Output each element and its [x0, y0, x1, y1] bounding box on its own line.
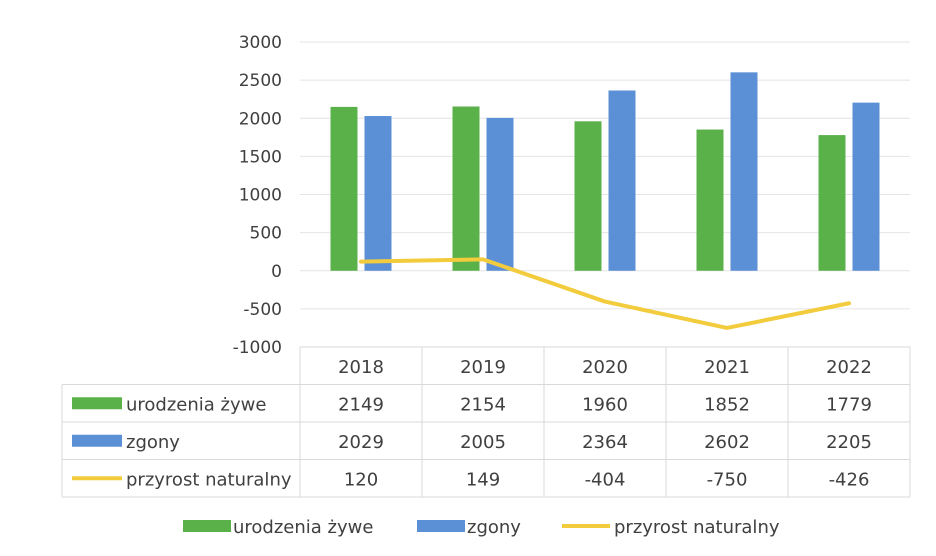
line-point: [725, 326, 729, 330]
bar-urodzenia: [574, 121, 602, 271]
bar-zgony: [608, 90, 636, 271]
table-cell: 2149: [338, 394, 384, 415]
line-point: [847, 301, 851, 305]
table-legend-key: [72, 397, 122, 410]
table-cell: 2029: [338, 432, 384, 453]
y-tick-label: -500: [243, 300, 282, 320]
table-cell: -404: [585, 469, 626, 490]
x-category-label: 2020: [582, 357, 628, 378]
bar-urodzenia: [818, 135, 846, 271]
table-cell: -750: [707, 469, 748, 490]
bar-zgony: [852, 102, 880, 271]
legend-label: zgony: [467, 517, 521, 538]
line-series: [359, 257, 851, 330]
y-tick-label: 1000: [239, 186, 282, 206]
y-tick-label: 2500: [239, 71, 282, 91]
table-cell: 2364: [582, 432, 628, 453]
y-tick-label: 3000: [239, 33, 282, 53]
table-cell: 149: [466, 469, 500, 490]
y-tick-label: 0: [271, 262, 282, 282]
table-cell: 2005: [460, 432, 506, 453]
x-category-label: 2019: [460, 357, 506, 378]
table-cell: 2602: [704, 432, 750, 453]
y-tick-label: 500: [250, 224, 282, 244]
table-cell: 1852: [704, 394, 750, 415]
x-category-label: 2021: [704, 357, 750, 378]
table-cell: -426: [829, 469, 870, 490]
table-cell: 120: [344, 469, 378, 490]
legend: urodzenia żywe zgony przyrost naturalny: [183, 517, 780, 538]
legend-label: przyrost naturalny: [614, 517, 780, 538]
line-point: [603, 300, 607, 304]
table-cell: 2154: [460, 394, 506, 415]
bars: [330, 72, 880, 271]
table-cell: 1960: [582, 394, 628, 415]
legend-label: urodzenia żywe: [233, 517, 373, 538]
bar-zgony: [364, 116, 392, 271]
legend-key: [417, 520, 465, 532]
bar-urodzenia: [330, 106, 358, 271]
table-row-label: zgony: [126, 432, 180, 453]
table-legend-key: [72, 434, 122, 447]
x-category-label: 2022: [826, 357, 872, 378]
data-table: 2018 2019 2020 2021 2022 urodzenia żywe 2149 21…: [61, 346, 911, 498]
table-row-label: przyrost naturalny: [126, 469, 292, 490]
y-tick-label: -1000: [233, 338, 282, 358]
table-cell: 1779: [826, 394, 872, 415]
x-category-label: 2018: [338, 357, 384, 378]
bar-urodzenia: [696, 129, 724, 271]
bar-zgony: [486, 117, 514, 271]
line-przyrost: [359, 257, 851, 330]
legend-key: [183, 520, 231, 532]
y-tick-label: 1500: [239, 147, 282, 167]
table-cell: 2205: [826, 432, 872, 453]
bar-zgony: [730, 72, 758, 271]
y-tick-label: 2000: [239, 109, 282, 129]
line-point: [481, 257, 485, 261]
table-row-label: urodzenia żywe: [126, 394, 266, 415]
y-axis-tick-labels: 3000 2500 2000 1500 1000 500 0 -500 -1000: [233, 33, 282, 358]
line-point: [359, 260, 363, 264]
bar-urodzenia: [452, 106, 480, 271]
